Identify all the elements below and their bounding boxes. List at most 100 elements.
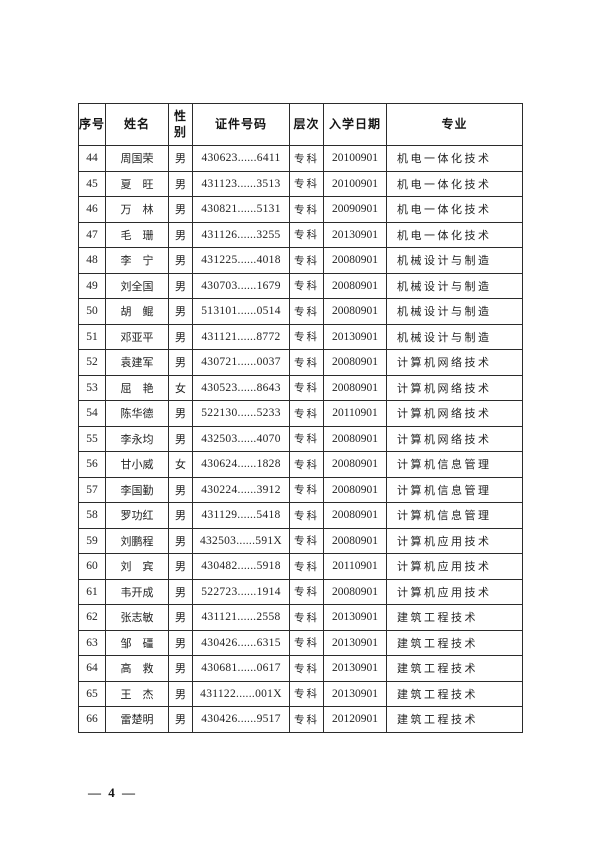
cell-seq-number: 49 (78, 272, 106, 299)
cell-id-number: 432503......591X (192, 527, 290, 554)
cell-enroll-date: 20130901 (323, 655, 387, 682)
cell-id-number: 431225......4018 (192, 247, 290, 274)
cell-level: 专科 (289, 272, 324, 299)
cell-gender: 男 (168, 400, 193, 427)
table-row: 60 刘 宾男 430482......5918 专科 20110901 计算机应用技术 (78, 553, 523, 580)
table-row: 50 胡 鲲男 513101......0514 专科 20080901 机械设计与制造 (78, 298, 523, 325)
cell-major: 计算机信息管理 (386, 502, 523, 529)
cell-enroll-date: 20130901 (323, 604, 387, 631)
cell-name: 甘小威 (105, 451, 169, 478)
cell-seq-number: 44 (78, 145, 106, 172)
cell-name: 屈 艳 (105, 374, 169, 401)
cell-major: 机械设计与制造 (386, 272, 523, 299)
header-id-number: 证件号码 (192, 103, 290, 146)
cell-enroll-date: 20080901 (323, 476, 387, 503)
cell-id-number: 430523......8643 (192, 374, 290, 401)
cell-seq-number: 64 (78, 655, 106, 682)
cell-level: 专科 (289, 451, 324, 478)
table-row: 51 邓亚平男 431121......8772 专科 20130901 机械设计与制造 (78, 323, 523, 350)
cell-id-number: 431129......5418 (192, 502, 290, 529)
cell-gender: 男 (168, 553, 193, 580)
cell-id-number: 430623......6411 (192, 145, 290, 172)
cell-level: 专科 (289, 604, 324, 631)
cell-seq-number: 45 (78, 170, 106, 197)
cell-id-number: 430681......0617 (192, 655, 290, 682)
cell-level: 专科 (289, 502, 324, 529)
cell-major: 计算机网络技术 (386, 374, 523, 401)
cell-major: 计算机网络技术 (386, 425, 523, 452)
table-row: 53 屈 艳女 430523......8643 专科 20080901 计算机网络技术 (78, 374, 523, 401)
cell-gender: 男 (168, 145, 193, 172)
table-body: 44 周国荣男 430623......6411 专科 20100901 机电一体化技术 4… (78, 145, 523, 733)
cell-level: 专科 (289, 374, 324, 401)
table-header-row: 序号 姓名 性别 证件号码 层次 入学日期 专业 (78, 103, 523, 146)
cell-major: 计算机信息管理 (386, 476, 523, 503)
student-roster-table: 序号 姓名 性别 证件号码 层次 入学日期 专业 44 周国荣男 430623...… (78, 103, 523, 733)
cell-id-number: 522723......1914 (192, 578, 290, 605)
cell-level: 专科 (289, 170, 324, 197)
table-row: 59 刘鹏程男 432503......591X 专科 20080901 计算机应用技术 (78, 527, 523, 554)
cell-id-number: 430721......0037 (192, 349, 290, 376)
page-number: — 4 — (88, 785, 137, 800)
cell-enroll-date: 20080901 (323, 578, 387, 605)
cell-gender: 女 (168, 374, 193, 401)
cell-level: 专科 (289, 629, 324, 656)
table-row: 64 高 救男 430681......0617 专科 20130901 建筑工程技术 (78, 655, 523, 682)
cell-seq-number: 62 (78, 604, 106, 631)
cell-level: 专科 (289, 527, 324, 554)
table-row: 63 邹 礓男 430426......6315 专科 20130901 建筑工程技术 (78, 629, 523, 656)
cell-name: 雷楚明 (105, 706, 169, 733)
cell-name: 罗功红 (105, 502, 169, 529)
cell-gender: 女 (168, 451, 193, 478)
cell-name: 毛 珊 (105, 221, 169, 248)
cell-level: 专科 (289, 221, 324, 248)
cell-major: 机电一体化技术 (386, 196, 523, 223)
cell-name: 周国荣 (105, 145, 169, 172)
cell-id-number: 430821......5131 (192, 196, 290, 223)
cell-seq-number: 61 (78, 578, 106, 605)
cell-major: 机电一体化技术 (386, 170, 523, 197)
cell-seq-number: 65 (78, 680, 106, 707)
cell-id-number: 513101......0514 (192, 298, 290, 325)
cell-major: 机电一体化技术 (386, 221, 523, 248)
cell-name: 王 杰 (105, 680, 169, 707)
cell-id-number: 432503......4070 (192, 425, 290, 452)
cell-gender: 男 (168, 578, 193, 605)
cell-enroll-date: 20110901 (323, 400, 387, 427)
cell-enroll-date: 20090901 (323, 196, 387, 223)
cell-enroll-date: 20080901 (323, 298, 387, 325)
cell-name: 李永均 (105, 425, 169, 452)
table-row: 62 张志敏男 431121......2558 专科 20130901 建筑工程技术 (78, 604, 523, 631)
table-row: 55 李永均男 432503......4070 专科 20080901 计算机网络技术 (78, 425, 523, 452)
cell-enroll-date: 20080901 (323, 247, 387, 274)
table-row: 49 刘全国男 430703......1679 专科 20080901 机械设计与制造 (78, 272, 523, 299)
cell-major: 建筑工程技术 (386, 680, 523, 707)
cell-id-number: 431126......3255 (192, 221, 290, 248)
table-row: 58 罗功红男 431129......5418 专科 20080901 计算机信息管理 (78, 502, 523, 529)
cell-enroll-date: 20130901 (323, 221, 387, 248)
cell-name: 李 宁 (105, 247, 169, 274)
cell-name: 韦开成 (105, 578, 169, 605)
cell-level: 专科 (289, 680, 324, 707)
cell-name: 夏 旺 (105, 170, 169, 197)
cell-enroll-date: 20080901 (323, 425, 387, 452)
cell-level: 专科 (289, 553, 324, 580)
cell-seq-number: 56 (78, 451, 106, 478)
cell-major: 建筑工程技术 (386, 706, 523, 733)
table-row: 56 甘小威女 430624......1828 专科 20080901 计算机信息管理 (78, 451, 523, 478)
cell-gender: 男 (168, 221, 193, 248)
cell-name: 刘全国 (105, 272, 169, 299)
table-row: 45 夏 旺男 431123......3513 专科 20100901 机电一体化技术 (78, 170, 523, 197)
cell-seq-number: 50 (78, 298, 106, 325)
table-row: 61 韦开成男 522723......1914 专科 20080901 计算机应用技术 (78, 578, 523, 605)
cell-id-number: 430624......1828 (192, 451, 290, 478)
cell-name: 刘鹏程 (105, 527, 169, 554)
table-row: 65 王 杰男 431122......001X 专科 20130901 建筑工程技术 (78, 680, 523, 707)
cell-gender: 男 (168, 629, 193, 656)
table-header: 序号 姓名 性别 证件号码 层次 入学日期 专业 (78, 103, 523, 146)
cell-gender: 男 (168, 527, 193, 554)
cell-enroll-date: 20120901 (323, 706, 387, 733)
cell-seq-number: 46 (78, 196, 106, 223)
cell-gender: 男 (168, 349, 193, 376)
